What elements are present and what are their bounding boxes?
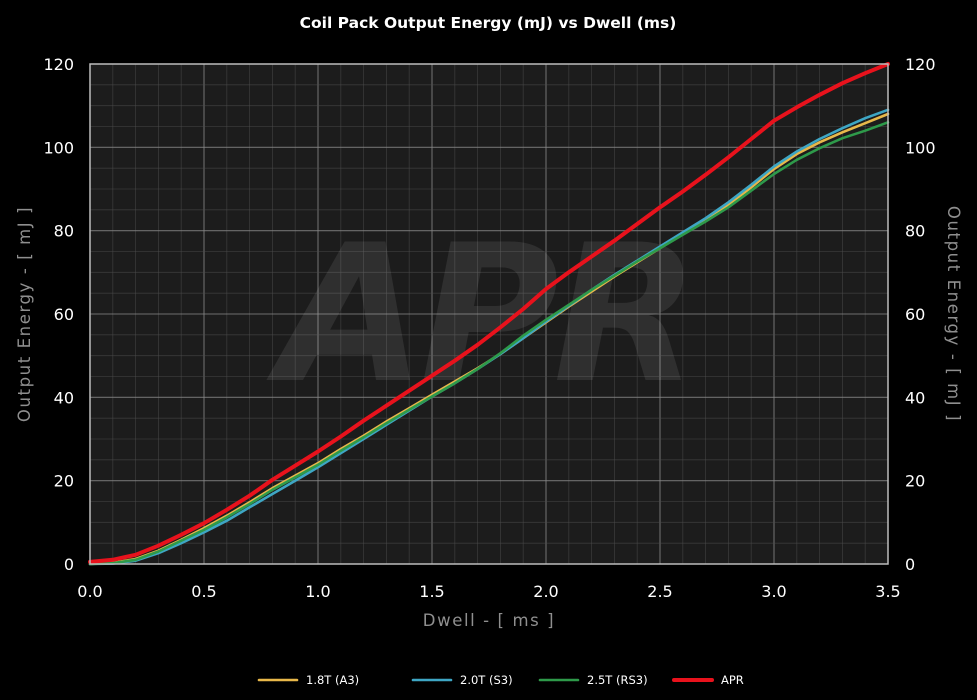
x-axis-label: Dwell - [ ms ] [423,611,555,630]
x-tick-label: 3.0 [761,582,786,601]
y-tick-label-right: 0 [905,555,915,574]
y-tick-label-left: 20 [54,472,74,491]
legend-label: APR [721,673,744,687]
x-tick-label: 2.0 [533,582,558,601]
y-tick-label-left: 120 [43,55,74,74]
y-tick-label-left: 80 [54,222,74,241]
x-tick-label: 2.5 [647,582,672,601]
series-line-2-5t-rs3 [88,121,890,566]
y-tick-label-left: 100 [43,138,74,157]
chart-title: Coil Pack Output Energy (mJ) vs Dwell (m… [300,14,677,32]
x-axis-ticks: 0.0 0.5 1.0 1.5 2.0 2.5 3.0 3.5 [77,582,900,601]
y-tick-label-right: 120 [905,55,936,74]
y-tick-label-right: 40 [905,388,925,407]
x-tick-label: 1.0 [305,582,330,601]
y-tick-label-right: 60 [905,305,925,324]
y-axis-ticks-left: 0 20 40 60 80 100 120 [43,55,74,574]
y-tick-label-left: 0 [64,555,74,574]
x-tick-label: 0.5 [191,582,216,601]
y-axis-label-right: Output Energy - [ mJ ] [944,206,963,422]
y-tick-label-right: 100 [905,138,936,157]
y-tick-label-left: 60 [54,305,74,324]
y-axis-label-left: Output Energy - [ mJ ] [15,206,34,422]
legend-label: 2.0T (S3) [460,673,513,687]
x-tick-label: 1.5 [419,582,444,601]
legend-label: 2.5T (RS3) [587,673,648,687]
x-tick-label: 0.0 [77,582,102,601]
legend: 1.8T (A3) 2.0T (S3) 2.5T (RS3) APR [257,673,744,687]
x-tick-label: 3.5 [875,582,900,601]
plot-frame [89,63,889,565]
y-axis-ticks-right: 0 20 40 60 80 100 120 [905,55,936,574]
series-line-apr [88,62,890,564]
y-tick-label-right: 20 [905,472,925,491]
y-tick-label-right: 80 [905,222,925,241]
watermark-logo: APR [266,204,694,425]
series-lines [88,62,890,566]
y-tick-label-left: 40 [54,388,74,407]
legend-label: 1.8T (A3) [306,673,359,687]
